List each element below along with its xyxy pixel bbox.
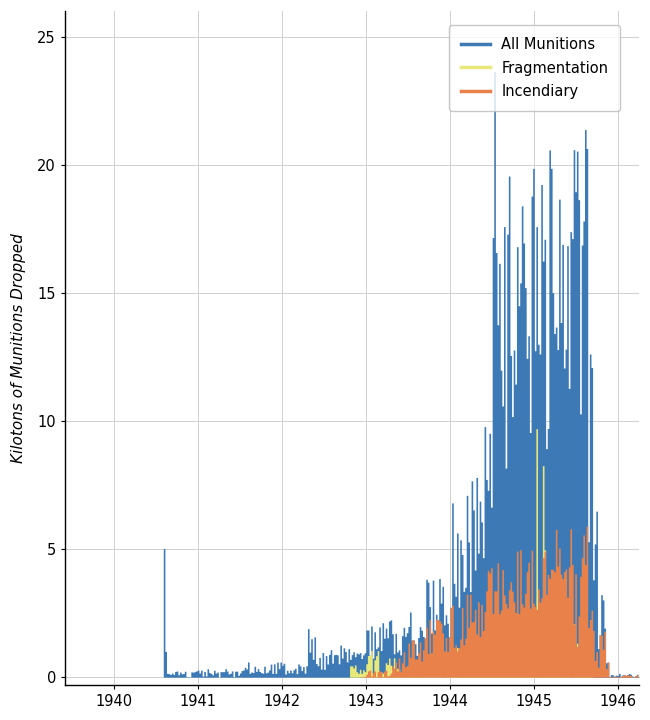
Legend: All Munitions, Fragmentation, Incendiary: All Munitions, Fragmentation, Incendiary <box>449 25 620 111</box>
Y-axis label: Kilotons of Munitions Dropped: Kilotons of Munitions Dropped <box>11 233 26 463</box>
